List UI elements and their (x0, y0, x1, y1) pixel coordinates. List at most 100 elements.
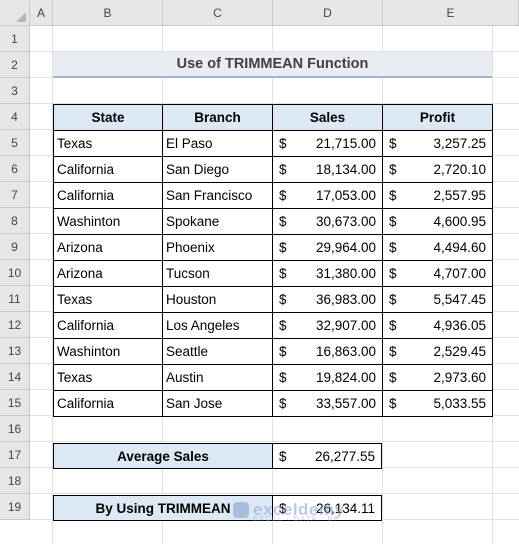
sales-amount: 33,557.00 (315, 396, 376, 411)
sales-cell[interactable]: $16,863.00 (272, 338, 383, 365)
average-sales-amount: 26,277.55 (314, 448, 375, 464)
currency-symbol: $ (389, 214, 397, 229)
row-header-1[interactable]: 1 (0, 26, 30, 52)
row-header-16[interactable]: 16 (0, 416, 30, 442)
branch-cell[interactable]: Phoenix (162, 234, 273, 261)
profit-cell[interactable]: $4,936.05 (382, 312, 493, 339)
profit-cell[interactable]: $5,547.45 (382, 286, 493, 313)
currency-symbol: $ (279, 500, 287, 516)
sales-amount: 19,824.00 (315, 370, 376, 385)
branch-cell[interactable]: Tucson (162, 260, 273, 287)
profit-cell[interactable]: $2,557.95 (382, 182, 493, 209)
profit-cell[interactable]: $5,033.55 (382, 390, 493, 417)
sales-cell[interactable]: $17,053.00 (272, 182, 383, 209)
trimmean-amount: 26,134.11 (315, 500, 375, 516)
row-header-18[interactable]: 18 (0, 468, 30, 494)
state-cell[interactable]: Texas (53, 364, 163, 391)
state-cell[interactable]: California (53, 182, 163, 209)
row-header-19[interactable]: 19 (0, 494, 30, 520)
branch-cell[interactable]: San Jose (162, 390, 273, 417)
average-sales-label[interactable]: Average Sales (53, 443, 273, 469)
profit-cell[interactable]: $2,720.10 (382, 156, 493, 183)
state-cell[interactable]: California (53, 390, 163, 417)
trimmean-value[interactable]: $ 26,134.11 (272, 495, 382, 521)
sales-cell[interactable]: $36,983.00 (272, 286, 383, 313)
sales-amount: 32,907.00 (315, 318, 376, 333)
profit-cell[interactable]: $3,257.25 (382, 130, 493, 157)
currency-symbol: $ (389, 292, 397, 307)
row-header-8[interactable]: 8 (0, 208, 30, 234)
row-header-14[interactable]: 14 (0, 364, 30, 390)
profit-cell[interactable]: $2,529.45 (382, 338, 493, 365)
currency-symbol: $ (279, 214, 287, 229)
currency-symbol: $ (279, 344, 287, 359)
row-header-13[interactable]: 13 (0, 338, 30, 364)
sales-cell[interactable]: $33,557.00 (272, 390, 383, 417)
sheet-title[interactable]: Use of TRIMMEAN Function (53, 52, 492, 78)
sales-cell[interactable]: $18,134.00 (272, 156, 383, 183)
currency-symbol: $ (279, 162, 287, 177)
row-header-2[interactable]: 2 (0, 52, 30, 78)
column-header-e[interactable]: E (383, 0, 519, 26)
branch-cell[interactable]: San Diego (162, 156, 273, 183)
sales-cell[interactable]: $30,673.00 (272, 208, 383, 235)
average-sales-value[interactable]: $ 26,277.55 (272, 443, 382, 469)
state-cell[interactable]: Texas (53, 286, 163, 313)
table-header-branch[interactable]: Branch (162, 104, 273, 131)
sales-cell[interactable]: $32,907.00 (272, 312, 383, 339)
row-header-6[interactable]: 6 (0, 156, 30, 182)
row-header-12[interactable]: 12 (0, 312, 30, 338)
table-header-sales[interactable]: Sales (272, 104, 383, 131)
gridline (30, 493, 519, 494)
sales-cell[interactable]: $21,715.00 (272, 130, 383, 157)
branch-cell[interactable]: El Paso (162, 130, 273, 157)
state-cell[interactable]: California (53, 156, 163, 183)
state-cell[interactable]: California (53, 312, 163, 339)
row-header-4[interactable]: 4 (0, 104, 30, 130)
profit-amount: 5,033.55 (433, 396, 486, 411)
branch-cell[interactable]: Houston (162, 286, 273, 313)
profit-amount: 2,557.95 (433, 188, 486, 203)
sales-amount: 31,380.00 (315, 266, 376, 281)
row-header-9[interactable]: 9 (0, 234, 30, 260)
row-header-3[interactable]: 3 (0, 78, 30, 104)
table-header-state[interactable]: State (53, 104, 163, 131)
profit-cell[interactable]: $4,600.95 (382, 208, 493, 235)
state-cell[interactable]: Washinton (53, 338, 163, 365)
currency-symbol: $ (279, 188, 287, 203)
column-header-a[interactable]: A (30, 0, 53, 26)
branch-cell[interactable]: San Francisco (162, 182, 273, 209)
state-cell[interactable]: Texas (53, 130, 163, 157)
row-header-7[interactable]: 7 (0, 182, 30, 208)
profit-cell[interactable]: $4,494.60 (382, 234, 493, 261)
profit-amount: 4,600.95 (433, 214, 486, 229)
profit-cell[interactable]: $2,973.60 (382, 364, 493, 391)
state-cell[interactable]: Washinton (53, 208, 163, 235)
row-header-10[interactable]: 10 (0, 260, 30, 286)
branch-cell[interactable]: Los Angeles (162, 312, 273, 339)
state-cell[interactable]: Arizona (53, 260, 163, 287)
branch-cell[interactable]: Spokane (162, 208, 273, 235)
table-header-profit[interactable]: Profit (382, 104, 493, 131)
sales-cell[interactable]: $19,824.00 (272, 364, 383, 391)
sales-cell[interactable]: $29,964.00 (272, 234, 383, 261)
row-header-17[interactable]: 17 (0, 442, 30, 468)
currency-symbol: $ (389, 318, 397, 333)
branch-cell[interactable]: Seattle (162, 338, 273, 365)
column-header-d[interactable]: D (273, 0, 383, 26)
sales-cell[interactable]: $31,380.00 (272, 260, 383, 287)
row-header-11[interactable]: 11 (0, 286, 30, 312)
branch-cell[interactable]: Austin (162, 364, 273, 391)
row-header-5[interactable]: 5 (0, 130, 30, 156)
state-cell[interactable]: Arizona (53, 234, 163, 261)
currency-symbol: $ (389, 162, 397, 177)
column-header-b[interactable]: B (53, 0, 163, 26)
select-all-corner[interactable] (0, 0, 30, 26)
trimmean-label[interactable]: By Using TRIMMEAN (53, 495, 273, 521)
column-header-c[interactable]: C (163, 0, 273, 26)
row-header-15[interactable]: 15 (0, 390, 30, 416)
profit-amount: 3,257.25 (433, 136, 486, 151)
profit-cell[interactable]: $4,707.00 (382, 260, 493, 287)
currency-symbol: $ (279, 266, 287, 281)
